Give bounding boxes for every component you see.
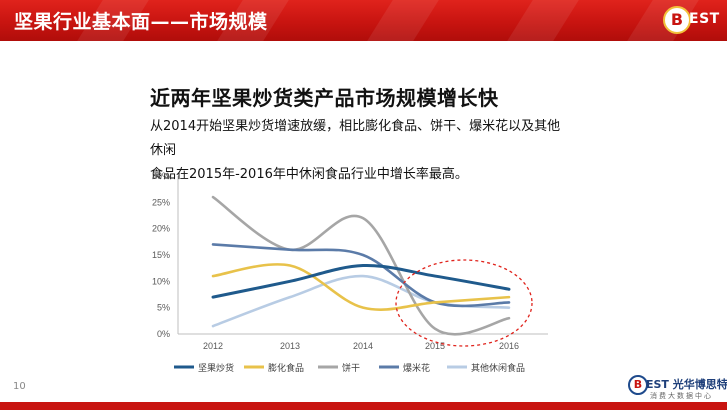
y-tick-label: 30% (152, 171, 170, 181)
slide-body-line-2: 食品在2015年-2016年中休闲食品行业中增长率最高。 (150, 167, 468, 182)
bottom-bar (0, 402, 727, 410)
header-bar: 坚果行业基本面——市场规模 B EST (0, 0, 727, 41)
x-tick-label: 2013 (280, 341, 300, 351)
legend-label: 坚果炒货 (198, 362, 234, 374)
series-line-1 (211, 263, 511, 311)
slide-title: 近两年坚果炒货类产品市场规模增长快 (150, 86, 499, 110)
y-tick-label: 10% (152, 276, 170, 286)
legend-label: 爆米花 (403, 362, 430, 374)
slide-body: 从2014开始坚果炒货增速放缓，相比膨化食品、饼干、爆米花以及其他休闲 食品在2… (150, 115, 570, 187)
brand-logo-text: EST (689, 11, 720, 27)
y-tick-label: 15% (152, 250, 170, 260)
legend-label: 其他休闲食品 (471, 362, 525, 374)
series-line-3 (211, 243, 511, 308)
footer-logo-mark: B (628, 375, 648, 395)
footer-logo-subtitle: 消费大数据中心 (650, 392, 713, 400)
page-number: 10 (13, 381, 26, 392)
slide-body-line-1: 从2014开始坚果炒货增速放缓，相比膨化食品、饼干、爆米花以及其他休闲 (150, 119, 561, 158)
footer-logo: B EST 光华博思特 消费大数据中心 (628, 374, 727, 400)
x-tick-label: 2014 (353, 341, 373, 351)
x-tick-label: 2012 (203, 341, 223, 351)
series-line-0 (211, 264, 511, 299)
y-tick-label: 20% (152, 224, 170, 234)
x-tick-label: 2016 (499, 341, 519, 351)
brand-logo-mark: B (663, 6, 691, 34)
x-tick-label: 2015 (425, 341, 445, 351)
brand-logo: B EST (663, 5, 720, 36)
footer-logo-name: EST 光华博思特 (646, 378, 727, 391)
legend-label: 饼干 (342, 362, 360, 374)
y-tick-label: 0% (157, 329, 170, 339)
highlight-ellipse (395, 259, 533, 347)
series-line-2 (211, 195, 511, 336)
legend-label: 膨化食品 (268, 362, 304, 374)
y-tick-label: 25% (152, 197, 170, 207)
header-title: 坚果行业基本面——市场规模 (14, 11, 268, 33)
y-tick-label: 5% (157, 303, 170, 313)
